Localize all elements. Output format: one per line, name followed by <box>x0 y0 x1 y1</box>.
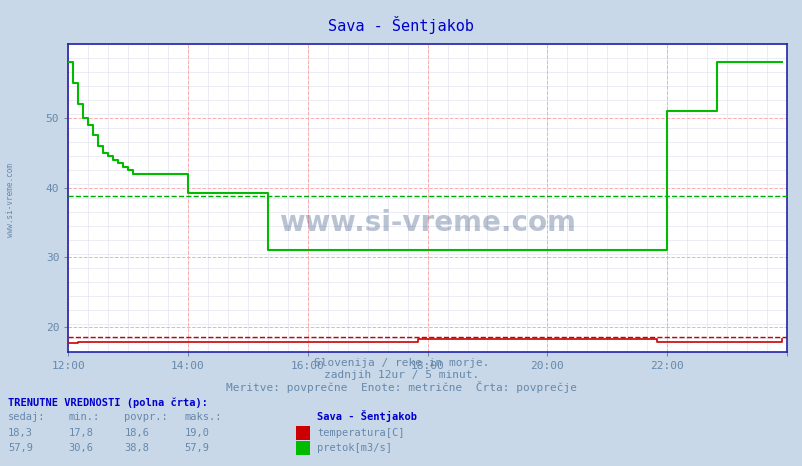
Text: pretok[m3/s]: pretok[m3/s] <box>317 443 391 452</box>
Text: sedaj:: sedaj: <box>8 412 46 422</box>
Text: 57,9: 57,9 <box>8 443 33 452</box>
Text: povpr.:: povpr.: <box>124 412 168 422</box>
Text: 57,9: 57,9 <box>184 443 209 452</box>
Text: 19,0: 19,0 <box>184 428 209 438</box>
Text: TRENUTNE VREDNOSTI (polna črta):: TRENUTNE VREDNOSTI (polna črta): <box>8 398 208 408</box>
Text: Sava - Šentjakob: Sava - Šentjakob <box>328 15 474 34</box>
Text: min.:: min.: <box>68 412 99 422</box>
Text: 18,3: 18,3 <box>8 428 33 438</box>
Text: temperatura[C]: temperatura[C] <box>317 428 404 438</box>
Text: 38,8: 38,8 <box>124 443 149 452</box>
Text: Sava - Šentjakob: Sava - Šentjakob <box>317 411 417 422</box>
Text: 17,8: 17,8 <box>68 428 93 438</box>
Text: 30,6: 30,6 <box>68 443 93 452</box>
Text: 18,6: 18,6 <box>124 428 149 438</box>
Text: www.si-vreme.com: www.si-vreme.com <box>279 209 575 237</box>
Text: Slovenija / reke in morje.: Slovenija / reke in morje. <box>314 358 488 368</box>
Text: Meritve: povprečne  Enote: metrične  Črta: povprečje: Meritve: povprečne Enote: metrične Črta:… <box>225 381 577 393</box>
Text: maks.:: maks.: <box>184 412 222 422</box>
Text: www.si-vreme.com: www.si-vreme.com <box>6 164 15 237</box>
Text: zadnjih 12ur / 5 minut.: zadnjih 12ur / 5 minut. <box>323 370 479 380</box>
